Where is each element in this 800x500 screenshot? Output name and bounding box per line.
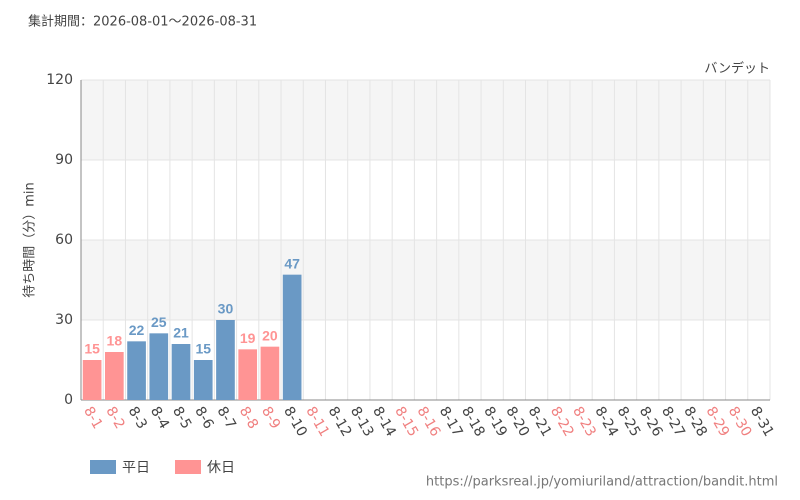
y-tick-label: 120: [46, 72, 73, 88]
source-url: https://parksreal.jp/yomiuriland/attract…: [426, 475, 778, 490]
bar: [193, 360, 213, 400]
bar: [238, 349, 258, 400]
x-tick-label: 8-7: [214, 404, 239, 432]
plot-band: [81, 80, 770, 160]
x-tick-label: 8-3: [125, 404, 150, 432]
value-label: 25: [151, 314, 167, 330]
x-tick-label: 8-31: [747, 404, 777, 440]
chart-title: 集計期間：2026-08-01～2026-08-31: [28, 14, 257, 30]
value-label: 19: [240, 330, 256, 346]
legend-label: 休日: [207, 460, 235, 476]
x-tick-label: 8-9: [258, 404, 283, 432]
value-label: 22: [129, 322, 145, 338]
legend-swatch: [90, 460, 116, 474]
value-label: 21: [173, 325, 189, 341]
y-tick-label: 60: [55, 232, 73, 248]
bar: [260, 346, 280, 400]
bar: [149, 333, 169, 400]
legend-swatch: [175, 460, 201, 474]
value-label: 30: [218, 301, 234, 317]
value-label: 15: [84, 341, 100, 357]
bar: [216, 320, 235, 400]
y-tick-label: 90: [55, 152, 73, 168]
y-axis-label: 待ち時間（分）min: [23, 182, 38, 298]
bar: [105, 352, 124, 400]
x-tick-label: 8-5: [169, 404, 194, 432]
x-tick-label: 8-4: [147, 404, 172, 432]
x-tick-label: 8-8: [236, 404, 261, 432]
chart-subtitle: バンデット: [704, 61, 770, 77]
legend-label: 平日: [122, 460, 150, 476]
value-label: 20: [262, 327, 278, 343]
value-label: 18: [107, 333, 123, 349]
bar: [282, 274, 302, 400]
bar: [171, 344, 191, 400]
x-tick-label: 8-2: [102, 404, 127, 432]
bar: [82, 360, 102, 400]
x-tick-label: 8-6: [191, 404, 216, 432]
value-label: 47: [284, 255, 300, 271]
x-tick-label: 8-1: [80, 404, 105, 432]
value-label: 15: [195, 341, 211, 357]
y-tick-label: 30: [55, 312, 73, 328]
bar: [127, 341, 146, 400]
plot-band: [81, 240, 770, 320]
y-tick-label: 0: [64, 392, 73, 408]
